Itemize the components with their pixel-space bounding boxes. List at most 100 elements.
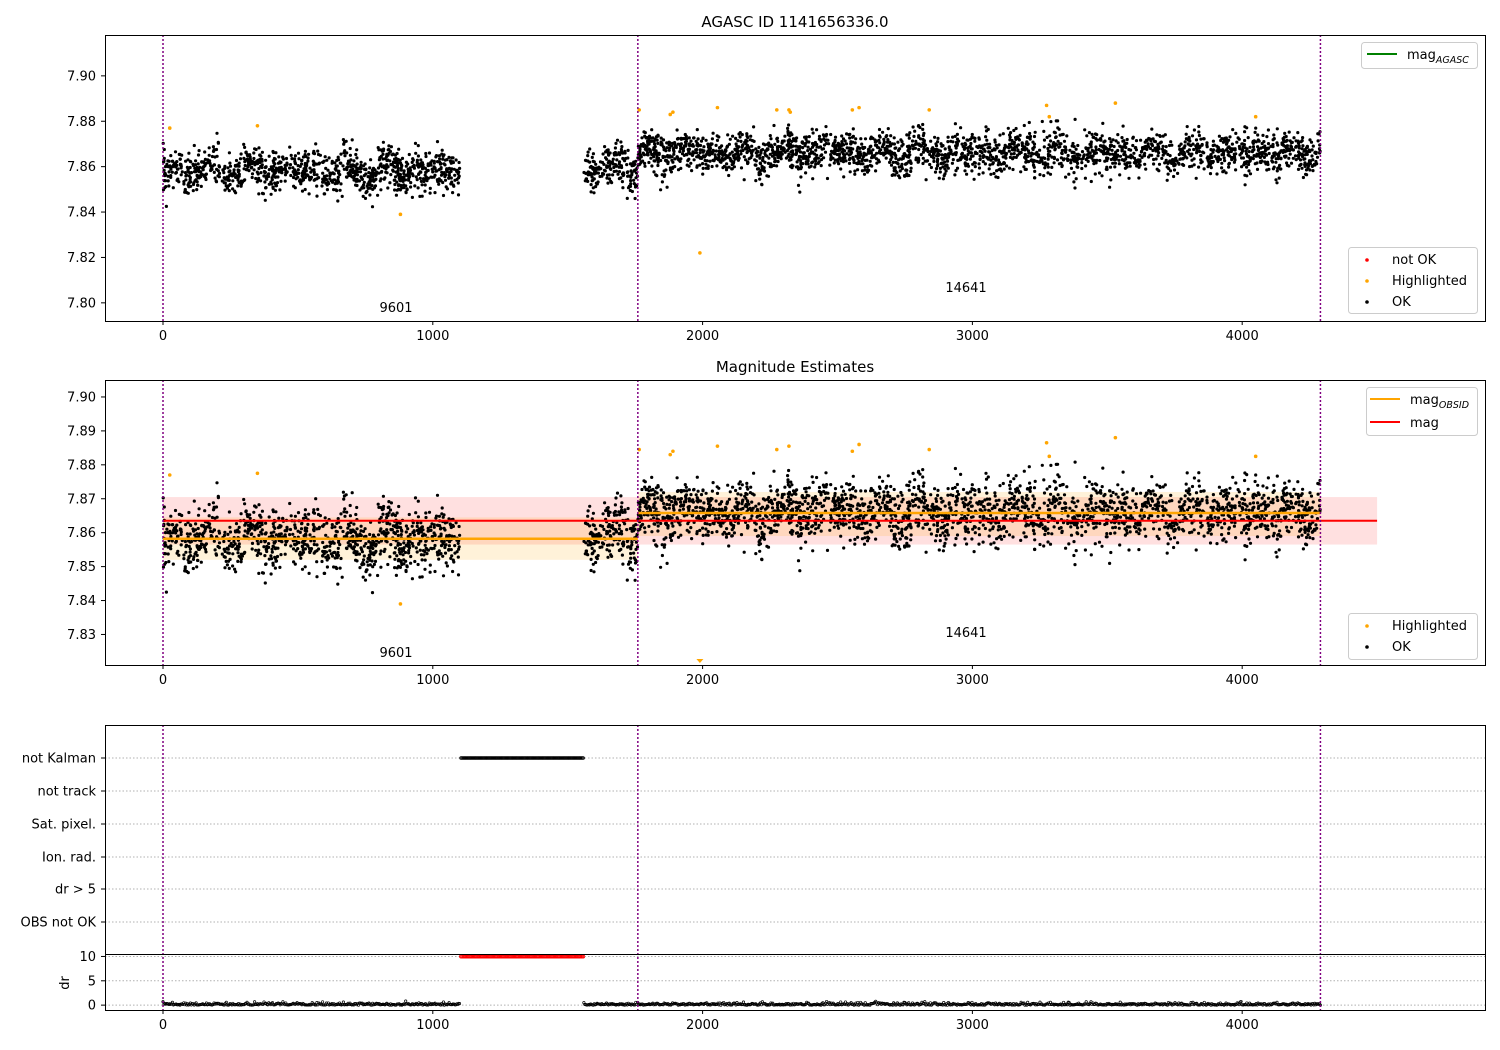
obsid-label-14641: 14641 — [945, 281, 986, 296]
data-point-ok — [1287, 130, 1291, 134]
data-point-ok — [315, 560, 319, 564]
data-point-ok — [410, 577, 414, 581]
data-point-ok — [435, 523, 440, 527]
data-point-ok — [1243, 183, 1247, 187]
data-point-ok — [907, 136, 911, 140]
data-point-ok — [832, 161, 836, 165]
data-point-ok — [936, 163, 940, 167]
data-point-ok — [389, 162, 393, 167]
data-point-ok — [453, 544, 457, 548]
data-point-ok — [1248, 145, 1252, 149]
data-point-highlighted — [1044, 103, 1049, 108]
data-point-ok — [811, 160, 815, 164]
data-point-ok — [1301, 144, 1305, 148]
data-point-ok — [387, 511, 391, 515]
data-point-ok — [1117, 162, 1121, 166]
data-point-ok — [185, 532, 189, 536]
data-point-ok — [598, 545, 602, 550]
data-point-ok — [306, 522, 310, 527]
data-point-ok — [1144, 167, 1148, 171]
data-point-ok — [451, 569, 455, 574]
data-point-ok — [288, 533, 292, 537]
data-point-ok — [934, 167, 939, 171]
data-point-ok — [182, 557, 186, 561]
data-point-ok — [386, 505, 390, 510]
data-point-ok — [824, 138, 828, 142]
data-point-ok — [761, 148, 765, 152]
data-point-ok — [418, 164, 423, 168]
data-point-ok — [413, 496, 418, 500]
data-point-ok — [439, 544, 444, 548]
data-point-ok — [1220, 153, 1224, 157]
data-point-ok — [754, 179, 758, 183]
data-point-ok — [840, 134, 844, 138]
data-point-ok — [269, 167, 274, 171]
data-point-ok — [453, 551, 457, 555]
data-point-ok — [321, 540, 325, 545]
data-point-ok — [1103, 139, 1107, 143]
data-point-ok — [807, 165, 812, 169]
data-point-ok — [174, 531, 178, 535]
data-point-ok — [620, 165, 624, 170]
data-point-ok — [1064, 150, 1068, 154]
data-point-ok — [665, 146, 669, 150]
data-point-ok — [1118, 154, 1123, 158]
data-point-ok — [257, 192, 261, 196]
data-point-ok — [411, 174, 415, 178]
data-point-ok — [619, 505, 624, 509]
data-point-ok — [405, 187, 409, 192]
data-point-ok — [438, 157, 442, 161]
data-point-ok — [260, 509, 264, 513]
x-tick-label: 1000 — [416, 329, 449, 344]
data-point-ok — [271, 186, 275, 190]
data-point-ok — [607, 513, 611, 518]
data-point-ok — [243, 502, 247, 506]
data-point-ok — [672, 152, 676, 156]
data-point-ok — [336, 175, 340, 179]
data-point-ok — [1256, 133, 1260, 137]
legend-status: not OK Highlighted OK — [1348, 247, 1478, 314]
data-point-ok — [186, 571, 190, 575]
data-point-ok — [625, 528, 629, 532]
data-point-ok — [170, 170, 174, 174]
data-point-ok — [696, 137, 700, 141]
data-point-ok — [215, 131, 219, 135]
data-point-ok — [413, 141, 418, 145]
data-point-ok — [810, 127, 814, 131]
data-point-ok — [1161, 144, 1165, 148]
data-point-ok — [367, 171, 371, 175]
data-point-ok — [1177, 144, 1181, 148]
data-point-ok — [234, 158, 239, 163]
data-point-ok — [324, 555, 328, 559]
data-point-ok — [1201, 150, 1205, 154]
data-point-ok — [701, 150, 705, 154]
data-point-ok — [333, 161, 337, 165]
data-point-ok — [395, 566, 399, 570]
data-point-ok — [803, 144, 807, 148]
data-point-ok — [1105, 165, 1109, 169]
data-point-ok — [706, 166, 710, 170]
data-point-ok — [1060, 151, 1064, 156]
data-point-ok — [936, 140, 940, 144]
data-point-ok — [1244, 152, 1249, 156]
data-point-ok — [1285, 161, 1289, 165]
data-point-highlighted — [398, 212, 403, 217]
data-point-ok — [848, 136, 852, 140]
data-point-ok — [441, 554, 445, 558]
data-point-ok — [406, 172, 410, 176]
data-point-ok — [304, 166, 308, 170]
data-point-ok — [354, 152, 358, 157]
data-point-ok — [1020, 141, 1024, 145]
data-point-ok — [877, 149, 882, 154]
data-point-ok — [239, 560, 243, 564]
x-tick-label: 0 — [159, 329, 167, 344]
data-point-ok — [656, 134, 660, 138]
data-point-ok — [687, 157, 691, 161]
data-point-ok — [335, 556, 339, 560]
data-point-ok — [303, 187, 307, 192]
data-point-ok — [428, 563, 432, 567]
data-point-ok — [409, 185, 413, 189]
data-point-ok — [317, 525, 322, 530]
data-point-ok — [678, 150, 682, 154]
data-point-ok — [324, 533, 328, 537]
